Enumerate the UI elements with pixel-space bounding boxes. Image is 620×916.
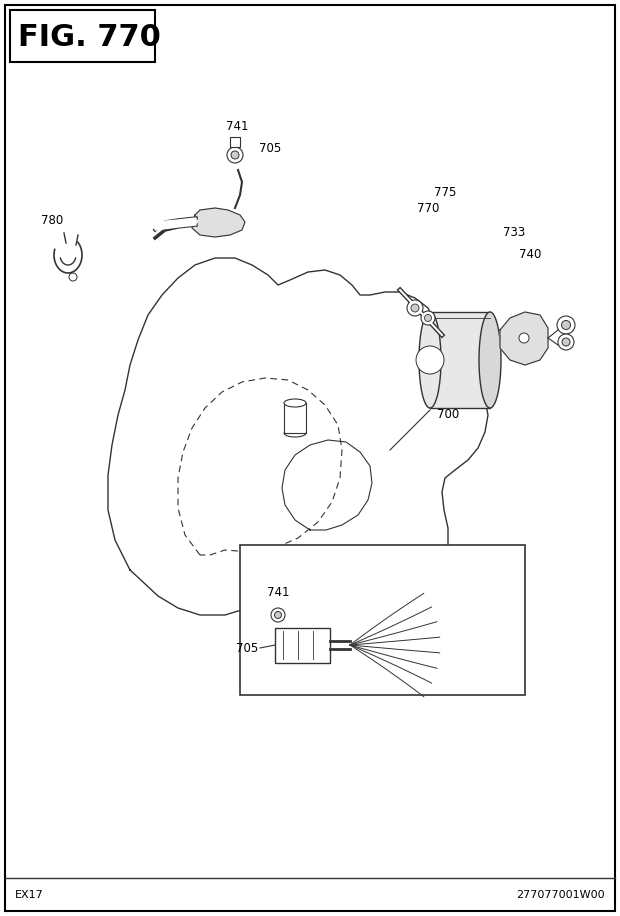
- Ellipse shape: [479, 312, 501, 408]
- Text: 775: 775: [434, 187, 456, 200]
- Text: 740: 740: [519, 248, 541, 261]
- Ellipse shape: [419, 312, 441, 408]
- Circle shape: [558, 334, 574, 350]
- Bar: [430, 312, 490, 408]
- Bar: [284, 403, 306, 433]
- Circle shape: [227, 147, 243, 163]
- Text: 770: 770: [417, 202, 439, 214]
- Text: FIG. 770: FIG. 770: [18, 24, 161, 52]
- Bar: [240, 545, 525, 695]
- Text: eReplacementParts.com: eReplacementParts.com: [229, 521, 391, 535]
- Text: 733: 733: [503, 225, 525, 238]
- Circle shape: [416, 346, 444, 374]
- Polygon shape: [178, 378, 342, 555]
- Text: 741: 741: [267, 586, 290, 599]
- Polygon shape: [155, 218, 196, 230]
- Circle shape: [421, 311, 435, 325]
- Bar: [230, 137, 240, 147]
- Polygon shape: [108, 258, 488, 615]
- Bar: [275, 628, 330, 663]
- Polygon shape: [500, 312, 548, 365]
- Circle shape: [407, 300, 423, 316]
- Circle shape: [562, 338, 570, 346]
- Polygon shape: [282, 440, 372, 530]
- Text: 277077001W00: 277077001W00: [516, 890, 605, 900]
- Circle shape: [271, 608, 285, 622]
- Circle shape: [425, 314, 432, 322]
- Circle shape: [557, 316, 575, 334]
- Circle shape: [275, 612, 281, 618]
- Ellipse shape: [284, 399, 306, 407]
- Text: 780: 780: [41, 213, 63, 226]
- Text: 705: 705: [259, 141, 281, 155]
- Circle shape: [519, 333, 529, 343]
- Circle shape: [231, 151, 239, 159]
- Text: EX17: EX17: [15, 890, 44, 900]
- Polygon shape: [192, 208, 245, 237]
- Circle shape: [69, 273, 77, 281]
- Bar: [10, 10, 155, 62]
- Text: 741: 741: [226, 121, 248, 134]
- Text: 705: 705: [236, 641, 258, 655]
- Circle shape: [411, 304, 419, 312]
- Circle shape: [562, 321, 570, 330]
- Text: 700: 700: [437, 409, 459, 421]
